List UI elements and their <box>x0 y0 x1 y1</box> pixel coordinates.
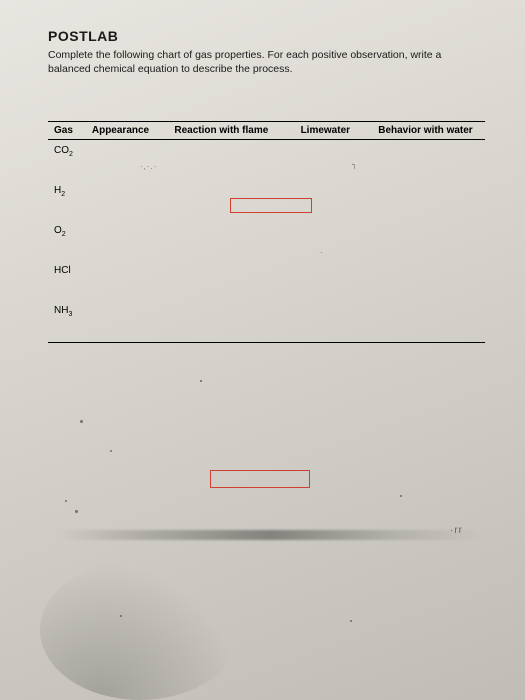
table-row: O2 <box>48 220 485 260</box>
speck <box>75 510 78 513</box>
instructions-text: Complete the following chart of gas prop… <box>48 48 485 76</box>
highlight-box-flame <box>230 198 312 213</box>
gas-hcl: HCl <box>48 265 93 276</box>
col-header-flame: Reaction with flame <box>174 125 300 136</box>
speck <box>350 620 352 622</box>
col-header-appearance: Appearance <box>92 125 175 136</box>
col-header-water: Behavior with water <box>378 125 485 136</box>
gas-o2: O2 <box>48 225 93 238</box>
gas-nh3: NH3 <box>48 305 93 318</box>
gas-h2: H2 <box>48 185 93 198</box>
table-header-row: Gas Appearance Reaction with flame Limew… <box>48 121 485 140</box>
speck <box>110 450 112 452</box>
smudge-mark: · <box>320 248 324 257</box>
gas-properties-table: Gas Appearance Reaction with flame Limew… <box>48 121 485 343</box>
gas-co2: CO2 <box>48 145 93 158</box>
col-header-gas: Gas <box>48 125 92 136</box>
table-row: HCl <box>48 260 485 300</box>
highlight-box-lower <box>210 470 310 488</box>
speck <box>400 495 402 497</box>
table-row: NH3 <box>48 300 485 340</box>
smudge-mark: ·rr <box>450 525 463 536</box>
page-title: POSTLAB <box>48 28 485 44</box>
col-header-limewater: Limewater <box>301 125 379 136</box>
smudge-mark: ·,·.· <box>140 162 157 171</box>
smudge-mark: ╮ <box>352 160 358 169</box>
speck <box>200 380 202 382</box>
photocopy-streak <box>60 530 480 540</box>
worksheet-page: POSTLAB Complete the following chart of … <box>0 0 525 700</box>
speck <box>80 420 83 423</box>
corner-shadow <box>40 560 240 700</box>
table-row: CO2 <box>48 140 485 180</box>
speck <box>65 500 67 502</box>
table-bottom-rule <box>48 342 485 343</box>
